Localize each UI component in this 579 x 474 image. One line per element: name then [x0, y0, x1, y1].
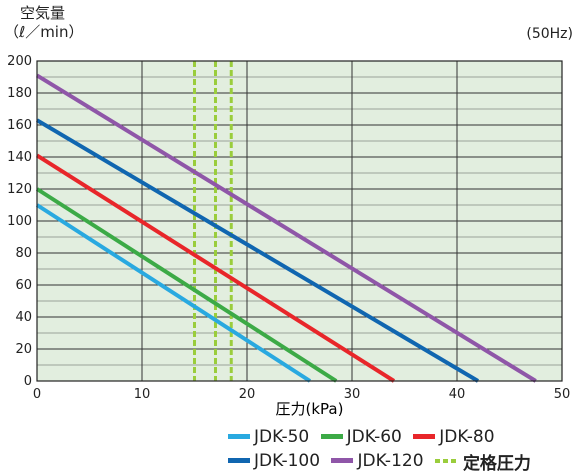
y-tick-labels: 0 20 40 60 80 100 120 140 160 180 200	[7, 54, 32, 389]
series-line-jdk-80	[35, 153, 396, 383]
y-tick-label: 120	[7, 182, 32, 197]
series-line-jdk-100	[35, 118, 480, 383]
legend-item-jdk-80: JDK-80	[413, 426, 495, 447]
y-tick-label: 200	[7, 54, 32, 69]
y-tick-label: 80	[15, 246, 32, 261]
x-tick-label: 30	[344, 387, 361, 402]
series-line-jdk-120	[35, 73, 537, 383]
x-tick-label: 0	[33, 387, 41, 402]
legend-swatch-jdk-100	[228, 458, 250, 463]
y-tick-label: 140	[7, 150, 32, 165]
legend-swatch-jdk-60	[320, 434, 343, 439]
legend-item-jdk-50: JDK-50	[228, 427, 309, 447]
axes	[36, 60, 563, 382]
y-tick-label: 40	[15, 310, 32, 325]
y-tick-label: 100	[7, 214, 32, 229]
legend-row-2: JDK-100 JDK-120 定格圧力	[222, 448, 531, 474]
legend-item-jdk-60: JDK-60	[320, 426, 402, 447]
legend-label-jdk-50: JDK-50	[254, 426, 310, 447]
x-tick-labels: 0 10 20 30 40 50	[33, 387, 570, 402]
y-tick-label: 160	[7, 118, 32, 133]
y-tick-label: 20	[15, 342, 32, 357]
y-axis-title-line1: 空気量	[20, 4, 66, 22]
legend-label-rated-pressure: 定格圧力	[462, 453, 531, 474]
legend-swatch-rated-pressure	[434, 459, 459, 463]
frequency-note: (50Hz)	[526, 26, 573, 42]
rated-pressure-lines	[193, 61, 233, 381]
series-line-jdk-60	[35, 187, 338, 383]
legend-row-1: JDK-50 JDK-60 JDK-80	[222, 424, 495, 447]
legend-label-jdk-100: JDK-100	[254, 450, 321, 471]
legend-label-jdk-120: JDK-120	[357, 450, 424, 471]
y-tick-label: 180	[7, 86, 32, 101]
y-tick-label: 60	[15, 278, 32, 293]
legend-swatch-jdk-120	[331, 458, 354, 463]
series-line-jdk-50	[35, 203, 312, 383]
legend-swatch-jdk-50	[228, 434, 250, 439]
legend-label-jdk-60: JDK-60	[346, 426, 402, 447]
x-tick-label: 40	[449, 387, 466, 402]
legend-item-jdk-120: JDK-120	[331, 450, 424, 471]
x-tick-label: 10	[134, 387, 151, 402]
legend-item-jdk-100: JDK-100	[228, 451, 320, 471]
x-axis-title: 圧力(kPa)	[276, 400, 344, 418]
x-tick-label: 20	[239, 387, 256, 402]
legend-label-jdk-80: JDK-80	[439, 426, 495, 447]
minor-gridlines	[37, 76, 562, 366]
plot-frame	[36, 60, 563, 382]
legend-swatch-jdk-80	[413, 434, 436, 439]
series-lines	[35, 73, 537, 383]
x-tick-label: 50	[554, 387, 571, 402]
y-axis-title-line2: （ℓ／min）	[4, 23, 84, 41]
y-tick-label: 0	[24, 374, 32, 389]
legend-item-rated-pressure: 定格圧力	[434, 449, 531, 474]
